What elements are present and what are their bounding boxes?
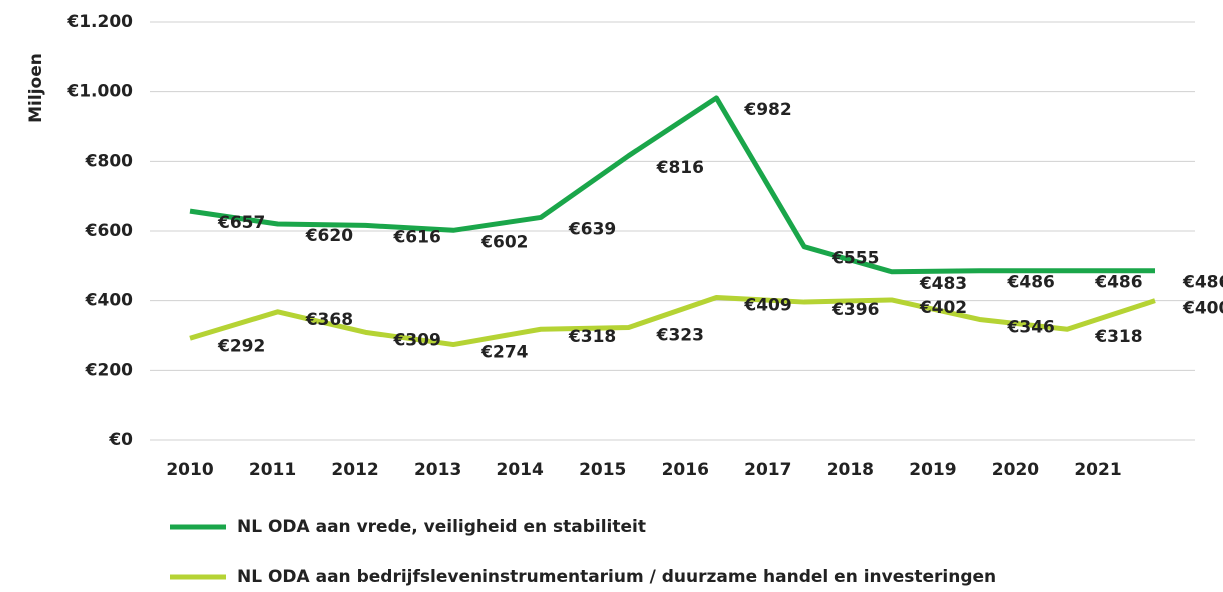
- line-series: [189, 295, 1156, 348]
- data-label: €292: [217, 336, 265, 356]
- data-label: €400: [1182, 299, 1223, 319]
- x-tick-label: 2012: [331, 460, 378, 480]
- y-tick-label: €1.200: [66, 12, 133, 32]
- x-tick-label: 2021: [1074, 460, 1121, 480]
- data-label: €323: [656, 325, 704, 345]
- data-label: €982: [743, 100, 791, 120]
- y-tick-label: €200: [85, 360, 133, 380]
- data-label: €602: [480, 232, 528, 252]
- data-label: €816: [656, 158, 704, 178]
- y-axis-label: Miljoen: [26, 53, 46, 123]
- legend-label: NL ODA aan bedrijfsleveninstrumentarium …: [237, 567, 996, 587]
- x-tick-label: 2014: [497, 460, 544, 480]
- x-tick-label: 2020: [992, 460, 1039, 480]
- x-tick-label: 2019: [909, 460, 956, 480]
- data-label: €368: [305, 310, 353, 330]
- line-series: [189, 95, 1155, 275]
- x-tick-label: 2018: [827, 460, 874, 480]
- data-label: €486: [1094, 273, 1142, 293]
- y-tick-label: €600: [85, 221, 133, 241]
- data-label: €616: [392, 227, 440, 247]
- data-label: €309: [392, 330, 440, 350]
- y-tick-label: €400: [85, 291, 133, 311]
- y-tick-label: €800: [85, 151, 133, 171]
- y-tick-label: €1.000: [66, 82, 133, 102]
- y-tick-label: €0: [108, 430, 133, 450]
- data-label: €486: [1007, 273, 1055, 293]
- x-tick-label: 2016: [662, 460, 709, 480]
- data-label: €274: [480, 343, 528, 363]
- data-label: €318: [568, 327, 616, 347]
- data-label: €346: [1007, 317, 1055, 337]
- data-label: €620: [305, 226, 353, 246]
- data-label: €486: [1182, 273, 1223, 293]
- x-tick-label: 2017: [744, 460, 791, 480]
- x-tick-label: 2013: [414, 460, 461, 480]
- data-label: €409: [743, 296, 791, 316]
- legend-label: NL ODA aan vrede, veiligheid en stabilit…: [237, 517, 646, 537]
- x-tick-label: 2010: [166, 460, 213, 480]
- data-label: €318: [1094, 327, 1142, 347]
- data-label: €657: [217, 213, 265, 233]
- x-tick-label: 2015: [579, 460, 626, 480]
- data-label: €483: [919, 274, 967, 294]
- x-tick-label: 2011: [249, 460, 296, 480]
- data-label: €402: [919, 298, 967, 318]
- data-label: €555: [831, 249, 879, 269]
- data-label: €639: [568, 219, 616, 239]
- data-label: €396: [831, 300, 879, 320]
